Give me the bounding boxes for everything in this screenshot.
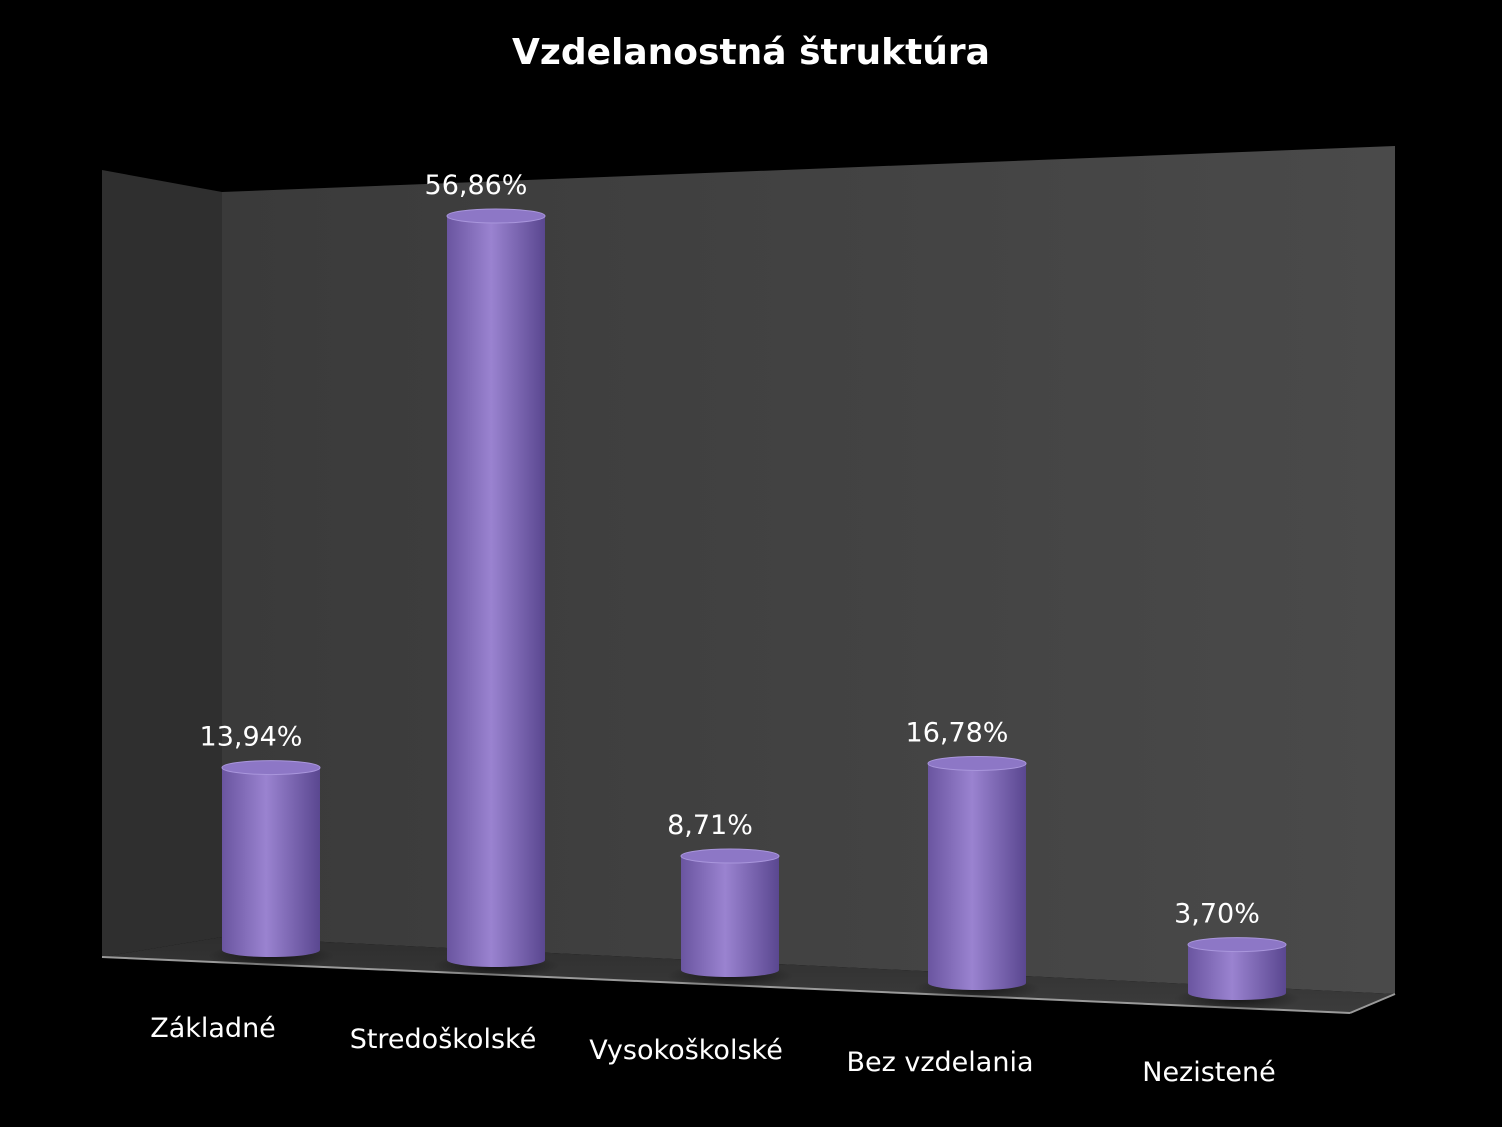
bar-body: [1188, 944, 1286, 1000]
bar-4: [914, 755, 1040, 1002]
value-label: 3,70%: [1174, 899, 1260, 930]
bar-body: [928, 763, 1026, 990]
category-label: Nezistené: [1142, 1057, 1275, 1088]
bar-top: [1187, 937, 1287, 953]
bar-3: [667, 848, 793, 989]
chart-title: Vzdelanostná štruktúra: [512, 32, 990, 73]
bar-body: [447, 216, 545, 967]
bar-top: [446, 208, 546, 224]
value-label: 56,86%: [425, 170, 528, 201]
bar-5: [1174, 937, 1300, 1012]
value-label: 13,94%: [200, 722, 303, 753]
category-label: Bez vzdelania: [847, 1047, 1034, 1078]
category-label: Vysokoškolské: [589, 1035, 783, 1066]
value-label: 16,78%: [906, 717, 1009, 748]
category-labels: Základné Stredoškolské Vysokoškolské Bez vz…: [150, 1013, 1276, 1088]
category-label: Základné: [150, 1013, 276, 1044]
value-labels: 13,94% 56,86% 8,71% 16,78% 3,70%: [200, 170, 1260, 930]
left-wall: [102, 170, 222, 957]
bars: [208, 208, 1300, 1012]
back-wall: [222, 146, 1395, 994]
bar-body: [681, 856, 779, 977]
bar-1: [208, 760, 334, 969]
category-label: Stredoškolské: [350, 1024, 537, 1055]
bar-body: [222, 767, 320, 957]
floor-side-edge: [1349, 993, 1396, 1014]
bar-2: [433, 208, 559, 979]
bar-top: [927, 755, 1027, 771]
value-label: 8,71%: [667, 810, 753, 841]
bar-top: [680, 848, 780, 864]
bar-top: [221, 760, 321, 776]
